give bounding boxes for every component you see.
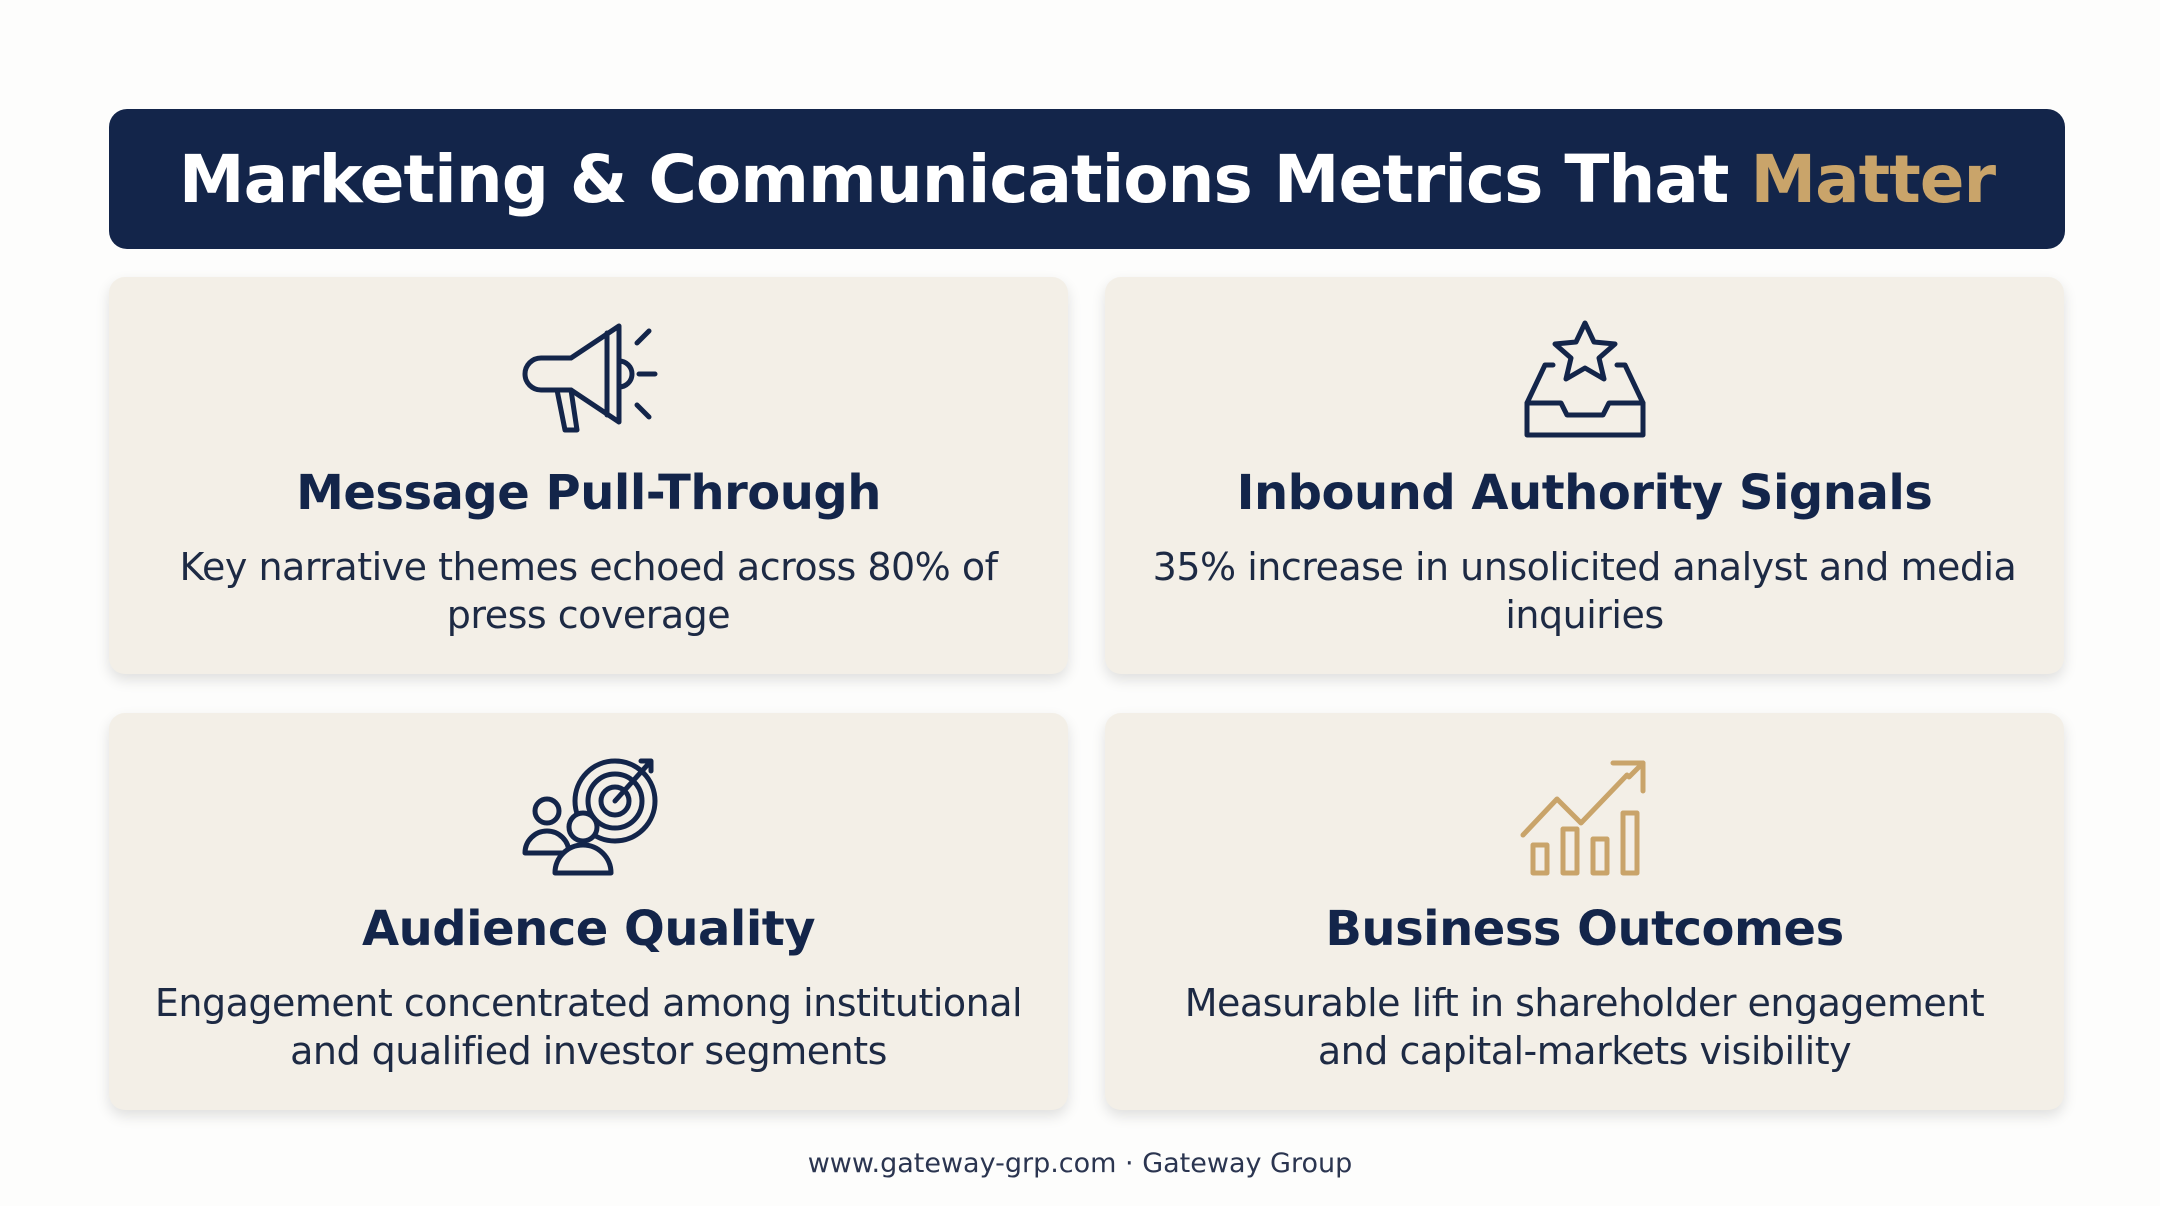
card-title: Message Pull-Through xyxy=(296,465,881,521)
card-description: 35% increase in unsolicited analyst and … xyxy=(1152,545,2017,637)
inbox-star-icon xyxy=(1524,320,1645,438)
title-main: Marketing & Communications Metrics That xyxy=(178,140,1751,218)
card-description: Engagement concentrated among institutio… xyxy=(154,981,1023,1073)
metric-card: Message Pull-Through Key narrative theme… xyxy=(109,277,1068,674)
title: Marketing & Communications Metrics That … xyxy=(178,140,1996,218)
footer: www.gateway-grp.com · Gateway Group xyxy=(807,1148,1353,1179)
card-title: Business Outcomes xyxy=(1325,901,1844,957)
title-accent: Matter xyxy=(1750,140,1996,218)
target-audience-icon xyxy=(522,758,657,876)
card-description: Key narrative themes echoed across 80% o… xyxy=(179,545,999,637)
megaphone-icon xyxy=(522,323,657,433)
card-title: Inbound Authority Signals xyxy=(1236,465,1933,521)
metric-card: Inbound Authority Signals 35% increase i… xyxy=(1105,277,2064,674)
card-title: Audience Quality xyxy=(361,901,816,957)
growth-chart-icon xyxy=(1520,760,1645,876)
title-banner: Marketing & Communications Metrics That … xyxy=(109,109,2065,249)
card-description: Measurable lift in shareholder engagemen… xyxy=(1184,981,1985,1073)
metric-card: Business Outcomes Measurable lift in sha… xyxy=(1105,713,2064,1110)
metric-card: Audience Quality Engagement concentrated… xyxy=(109,713,1068,1110)
